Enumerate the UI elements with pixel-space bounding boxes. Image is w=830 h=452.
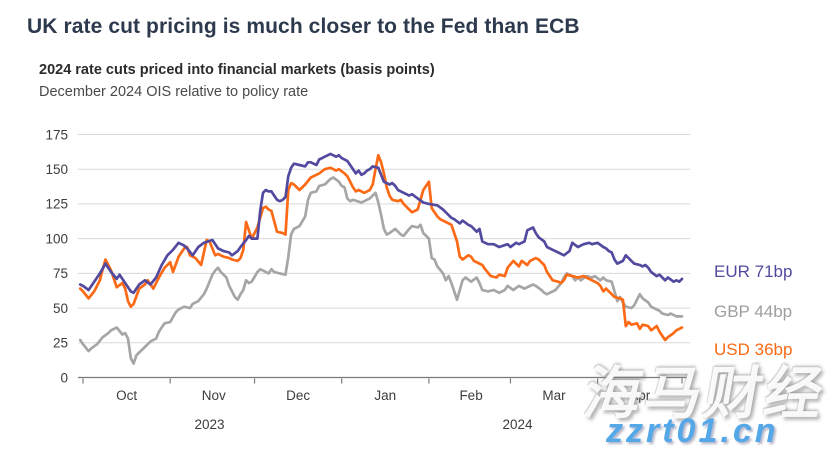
legend-gbp: GBP 44bp xyxy=(714,302,793,321)
y-tick-label-100: 100 xyxy=(45,231,68,246)
chart-subtitle: December 2024 OIS relative to policy rat… xyxy=(39,84,309,100)
x-month-label-jan: Jan xyxy=(374,388,396,403)
y-tick-label-25: 25 xyxy=(53,336,68,351)
x-year-label-2023: 2023 xyxy=(195,417,225,432)
legend-usd: USD 36bp xyxy=(714,340,793,359)
y-tick-label-125: 125 xyxy=(45,197,68,212)
series-line-eur xyxy=(78,152,684,295)
watermark-url-text: zzrt01.cn xyxy=(606,412,779,450)
y-tick-label-150: 150 xyxy=(45,162,68,177)
y-tick-label-0: 0 xyxy=(60,370,68,385)
series-line-usd xyxy=(78,153,684,342)
x-month-label-nov: Nov xyxy=(202,388,226,403)
chart-subtitle-bold: 2024 rate cuts priced into financial mar… xyxy=(39,62,435,78)
x-year-label-2024: 2024 xyxy=(502,417,533,432)
x-month-label-oct: Oct xyxy=(116,388,137,403)
y-tick-label-50: 50 xyxy=(53,301,68,316)
y-tick-label-175: 175 xyxy=(45,127,68,142)
x-month-label-dec: Dec xyxy=(286,388,310,403)
legend-eur: EUR 71bp xyxy=(714,262,793,281)
series-line-gbp xyxy=(78,176,684,365)
x-month-label-apr: Apr xyxy=(629,388,651,403)
y-tick-label-75: 75 xyxy=(53,266,68,281)
page-title: UK rate cut pricing is much closer to th… xyxy=(27,15,580,38)
x-month-label-mar: Mar xyxy=(542,388,566,403)
x-month-label-feb: Feb xyxy=(459,388,482,403)
